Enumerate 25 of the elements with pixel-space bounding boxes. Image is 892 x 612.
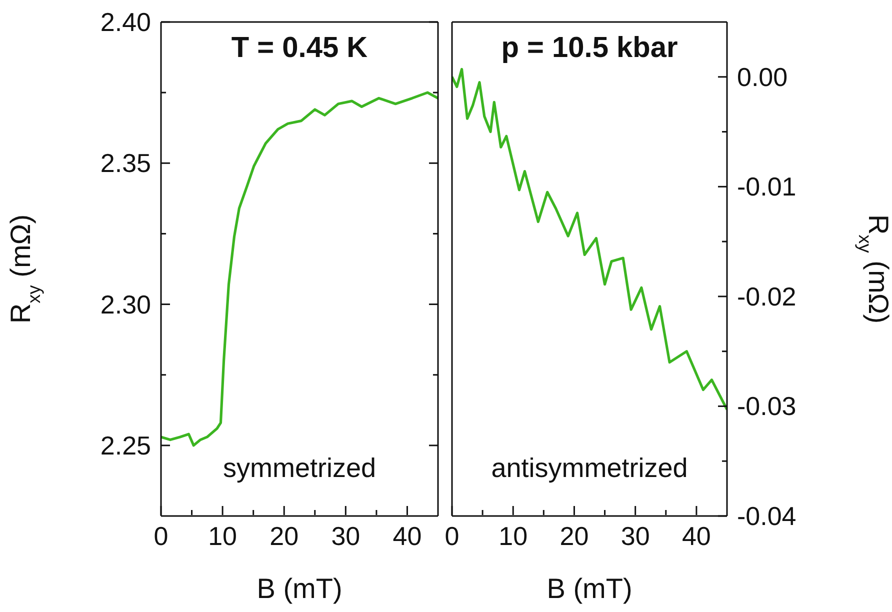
x-tick-label: 40	[682, 521, 711, 551]
x-axis-title: B (mT)	[256, 573, 342, 604]
annotation: T = 0.45 K	[231, 32, 368, 64]
annotation: antisymmetrized	[491, 453, 688, 483]
x-tick-label: 0	[444, 521, 460, 551]
y-tick-label: 2.25	[100, 430, 151, 460]
x-tick-label: 30	[331, 521, 360, 551]
x-tick-label: 40	[392, 521, 422, 551]
x-tick-label: 20	[560, 521, 589, 551]
annotation: p = 10.5 kbar	[501, 32, 678, 64]
y2-tick-label: -0.01	[737, 172, 796, 202]
y2-tick-label: -0.03	[737, 391, 796, 422]
x-tick-label: 10	[208, 521, 238, 551]
x-axis-title: B (mT)	[546, 573, 632, 604]
y-tick-label: 2.30	[100, 289, 151, 320]
annotation: symmetrized	[222, 453, 376, 483]
x-tick-label: 0	[154, 521, 168, 551]
x-tick-label: 10	[498, 521, 528, 551]
x-tick-label: 20	[270, 521, 299, 551]
y2-tick-label: 0.00	[737, 62, 788, 92]
y2-tick-label: -0.04	[737, 501, 796, 531]
y-tick-label: 2.35	[100, 148, 151, 178]
x-tick-label: 30	[620, 521, 650, 551]
y-tick-label: 2.40	[100, 7, 151, 37]
y2-tick-label: -0.02	[737, 281, 796, 312]
